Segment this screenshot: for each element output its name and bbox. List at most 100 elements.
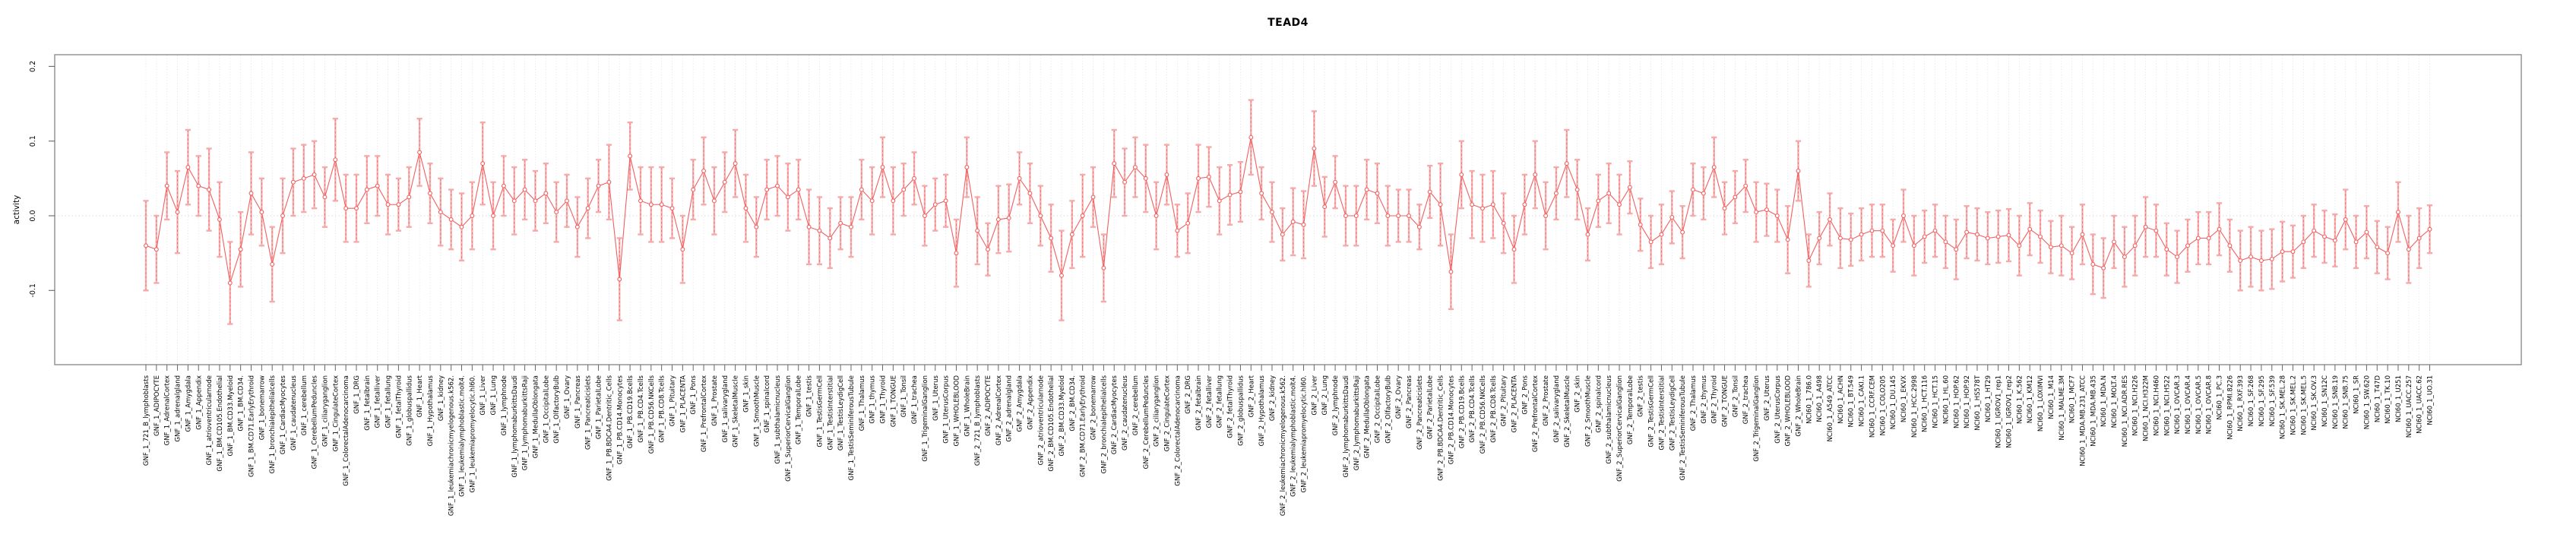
plot-title: TEAD4 xyxy=(1267,17,1309,29)
x-tick-label: NCI60_1_NCI.ADR.RES xyxy=(2122,375,2129,447)
x-tick-label: GNF_2_Thyroid xyxy=(1711,375,1719,424)
x-tick-label: GNF_2_spinalcord xyxy=(1595,375,1603,433)
x-tick-label: GNF_1_TemporalLobe xyxy=(796,375,803,444)
x-tick-label: GNF_2_Thalamus xyxy=(1690,375,1698,431)
x-tick-label: GNF_1_DRG xyxy=(353,375,361,414)
x-tick-label: GNF_1_TrigeminalGanglion xyxy=(922,375,929,462)
x-tick-label: GNF_1_PrefrontalCortex xyxy=(701,375,708,452)
x-tick-label: GNF_2_cerebellum xyxy=(1132,375,1140,435)
x-tick-label: GNF_2_TestisSeminiferousTubule xyxy=(1679,375,1687,481)
x-tick-label: GNF_2_lymphomaburkittsRaji xyxy=(1353,375,1361,470)
x-tick-label: GNF_1_bronchialepithelialcells xyxy=(269,375,277,473)
x-tick-label: GNF_1_BM.CD105.Endothelial xyxy=(217,375,224,472)
x-tick-label: GNF_1_BM.CD33.Myeloid xyxy=(227,375,235,457)
x-tick-label: GNF_1_WholeBrain xyxy=(964,375,971,437)
x-tick-label: GNF_1_leukemialymphoblastic.molt4. xyxy=(459,375,467,497)
x-tick-label: GNF_1_PB.CD4.Tcells xyxy=(638,375,645,442)
x-tick-label: GNF_1_PB.CD14.Monocytes xyxy=(616,375,624,464)
x-tick-label: NCI60_1_SF.295 xyxy=(2258,375,2266,426)
x-tick-label: GNF_2_fetalliver xyxy=(1206,375,1214,428)
x-tick-label: GNF_1_fetalbrain xyxy=(364,375,372,431)
x-tick-label: GNF_2_SuperiorCervicalGanglion xyxy=(1616,375,1624,482)
x-tick-label: GNF_1_SmoothMuscle xyxy=(753,375,761,447)
x-tick-label: NCI60_1_RXF.393 xyxy=(2237,375,2245,432)
x-tick-label: GNF_1_SkeletalMuscle xyxy=(733,375,740,447)
x-tick-label: GNF_2_BM.CD71.EarlyErythroid xyxy=(1080,375,1087,477)
x-tick-label: NCI60_1_MCF7 xyxy=(2069,375,2077,423)
x-tick-label: GNF_1_globuspallidus xyxy=(406,375,413,445)
x-tick-label: GNF_1_skin xyxy=(742,375,750,413)
x-tick-label: GNF_1_Thyroid xyxy=(880,375,888,424)
x-tick-label: GNF_1_MedullaOblongata xyxy=(532,375,540,458)
x-tick-label: GNF_2_PB.CD14.Monocytes xyxy=(1448,375,1455,464)
x-tick-label: GNF_1_CardiacMyocytes xyxy=(280,375,287,454)
x-tick-label: NCI60_1_PC.3 xyxy=(2217,375,2224,420)
x-tick-label: GNF_2_subthalamicnucleus xyxy=(1606,375,1613,463)
y-tick-label: 0.0 xyxy=(29,210,37,221)
x-tick-label: NCI60_1_CCRF.CEM xyxy=(1869,375,1876,438)
x-tick-label: GNF_2_Uterus xyxy=(1764,375,1771,420)
x-tick-label: GNF_2_leukemiachronicmyelogenous.k562. xyxy=(1280,375,1287,516)
x-tick-label: GNF_1_Appendix xyxy=(195,375,203,430)
x-tick-label: GNF_2_lymphomaburkittsDaudi xyxy=(1343,375,1350,477)
x-tick-label: GNF_2_PrefrontalCortex xyxy=(1532,375,1540,452)
x-tick-label: GNF_1_CingulateCortex xyxy=(332,375,340,451)
x-tick-label: NCI60_1_SK.OV.3 xyxy=(2311,375,2318,431)
x-tick-label: GNF_1_Ovary xyxy=(564,375,571,419)
x-tick-label: NCI60_1_HS578T xyxy=(1974,375,1982,431)
y-tick-label: 0.1 xyxy=(29,135,37,147)
x-tick-label: NCI60_1_KM12 xyxy=(2027,375,2034,423)
x-tick-label: NCI60_1_MDA.MB.231_ATCC xyxy=(2079,375,2087,466)
x-tick-label: GNF_2_adrenalgland xyxy=(1006,375,1014,442)
x-tick-label: GNF_2_skin xyxy=(1574,375,1582,413)
x-tick-label: NCI60_1_K.562 xyxy=(2016,375,2024,424)
x-tick-label: NCI60_1_A498 xyxy=(1816,375,1824,422)
x-tick-label: GNF_1_AdrenalCortex xyxy=(164,375,172,445)
x-tick-label: GNF_1_atrioventricularnode xyxy=(206,375,214,465)
x-tick-label: NCI60_1_SK.MEL.5 xyxy=(2300,375,2308,435)
x-tick-label: NCI60_1_OVCAR.4 xyxy=(2185,375,2192,434)
x-tick-label: GNF_1_fetalliver xyxy=(375,375,382,428)
x-tick-label: NCI60_1_SF.268 xyxy=(2248,375,2255,426)
x-tick-label: GNF_2_atrioventricularnode xyxy=(1037,375,1045,465)
x-tick-label: GNF_2_Pancreas xyxy=(1406,375,1413,428)
x-tick-label: NCI60_1_UACC.62 xyxy=(2416,375,2424,434)
x-tick-label: GNF_1_Lung xyxy=(490,375,498,416)
x-tick-label: GNF_2_Hypothalamus xyxy=(1258,375,1266,446)
x-tick-label: GNF_2_721_B_lymphoblasts xyxy=(974,375,982,466)
x-tick-label: GNF_2_Tonsil xyxy=(1732,375,1739,417)
x-tick-label: GNF_2_TrigeminalGanglion xyxy=(1753,375,1761,462)
x-tick-label: GNF_1_testis xyxy=(806,375,814,416)
x-tick-label: GNF_2_PLACENTA xyxy=(1511,375,1519,433)
x-tick-label: GNF_2_TestisLeydigCell xyxy=(1669,375,1676,451)
x-tick-label: GNF_1_PB.CD19.Bcells xyxy=(627,375,635,448)
x-tick-label: GNF_1_721_B_lymphoblasts xyxy=(143,375,150,466)
x-tick-label: GNF_2_bonemarrow xyxy=(1090,375,1098,440)
x-tick-label: NCI60_1_MALME.3M xyxy=(2059,375,2066,441)
x-tick-label: GNF_2_WholeBrain xyxy=(1795,375,1802,437)
x-tick-label: GNF_1_Pons xyxy=(690,375,698,414)
x-tick-label: NCI60_1_SF.539 xyxy=(2269,375,2277,426)
x-tick-label: GNF_2_SkeletalMuscle xyxy=(1564,375,1571,447)
x-tick-label: NCI60_1_HCT.116 xyxy=(1922,375,1929,432)
x-tick-label: GNF_1_Heart xyxy=(416,375,424,417)
x-tick-label: GNF_1_salivarygland xyxy=(722,375,729,443)
x-tick-label: GNF_1_OccipitalLobe xyxy=(543,375,550,443)
x-tick-label: GNF_2_ParietalLobe xyxy=(1427,375,1435,439)
x-tick-label: GNF_1_trachea xyxy=(911,375,919,424)
x-tick-label: GNF_1_BM.CD34. xyxy=(238,375,245,432)
x-tick-label: GNF_2_bronchialepithelialcells xyxy=(1100,375,1108,473)
x-tick-label: GNF_2_ADIPOCYTE xyxy=(985,375,992,436)
x-tick-label: GNF_1_leukemiachronicmyelogenous.k562. xyxy=(448,375,456,516)
x-tick-label: GNF_2_Heart xyxy=(1248,375,1255,417)
x-tick-label: GNF_1_TestisSeminiferousTubule xyxy=(848,375,856,481)
x-tick-label: GNF_1_BM.CD71.EarlyErythroid xyxy=(248,375,256,477)
x-tick-label: GNF_1_PLACENTA xyxy=(679,375,687,433)
x-tick-label: NCI60_1_SNB.19 xyxy=(2332,375,2340,429)
x-tick-label: NCI60_1_HCT.15 xyxy=(1932,375,1940,428)
x-tick-label: GNF_2_lymphnode xyxy=(1332,375,1340,435)
x-tick-label: GNF_1_WHOLEBLOOD xyxy=(953,375,960,447)
x-tick-label: GNF_1_ADIPOCYTE xyxy=(153,375,161,436)
